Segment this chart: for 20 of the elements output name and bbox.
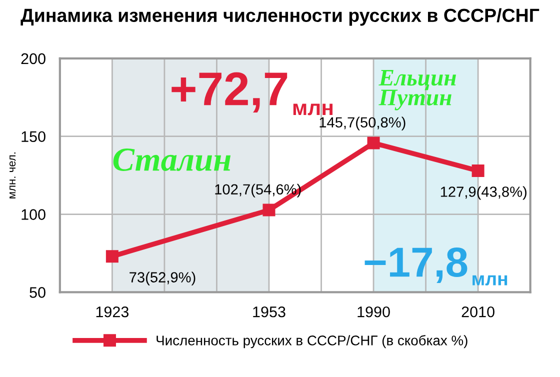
x-tick-label: 1953 (253, 306, 286, 318)
point (106, 250, 118, 263)
y-tick-label: 150 (22, 131, 46, 142)
point (367, 136, 380, 150)
chart-title: Динамика изменения численности русских в СССР/СНГ (20, 8, 540, 26)
y-tick-label: 100 (22, 209, 46, 220)
y-axis-title: млн. чел. (9, 152, 16, 198)
data-label: 127,9(43,8%) (440, 186, 526, 200)
annotation: Сталин (113, 148, 231, 172)
data-label: 145,7(50,8%) (320, 116, 406, 130)
y-tick-label: 50 (30, 287, 46, 298)
point (262, 204, 276, 216)
annotation: Ельцин Путин (378, 70, 456, 110)
point (472, 164, 484, 178)
x-tick-label: 1990 (358, 306, 390, 318)
x-tick-label: 2010 (462, 306, 494, 318)
data-label: 73(52,9%) (130, 272, 196, 286)
x-tick-label: 1923 (96, 306, 129, 318)
y-tick-label: 200 (21, 53, 46, 64)
legend-label: Численность русских в СССР/СНГ (в скобках %) (156, 335, 468, 348)
